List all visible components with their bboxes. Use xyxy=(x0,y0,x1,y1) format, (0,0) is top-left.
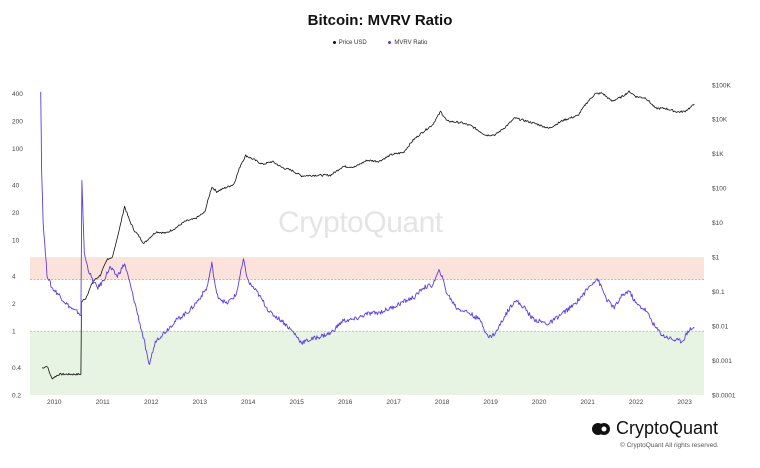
series-line-price xyxy=(41,90,695,380)
legend-label-mvrv: MVRV Ratio xyxy=(394,40,428,46)
x-tick-label: 2021 xyxy=(580,399,595,406)
y-left-tick-label: 1 xyxy=(12,329,16,336)
x-tick-label: 2010 xyxy=(47,399,62,406)
y-right-tick-label: $100K xyxy=(712,82,731,89)
y-left-tick-label: 100 xyxy=(12,146,23,153)
x-tick-label: 2011 xyxy=(96,399,110,406)
y-right-tick-label: $1 xyxy=(712,255,720,262)
y-right-tick-label: $100 xyxy=(712,186,727,193)
copyright-text: © CryptoQuant All rights reserved. xyxy=(620,442,719,449)
legend-dot-price-icon xyxy=(332,40,336,44)
zone-band-1 xyxy=(30,331,704,395)
x-tick-label: 2020 xyxy=(532,399,547,406)
legend-label-price: Price USD xyxy=(338,40,367,46)
cryptoquant-logo-icon xyxy=(592,422,610,435)
x-tick-label: 2013 xyxy=(192,399,207,406)
x-tick-label: 2012 xyxy=(144,399,159,406)
y-left-tick-label: 20 xyxy=(12,210,20,217)
y-left-tick-label: 400 xyxy=(12,91,23,98)
x-tick-label: 2014 xyxy=(241,399,256,406)
legend-item-price[interactable]: Price USD xyxy=(332,40,367,46)
brand-name: CryptoQuant xyxy=(616,418,719,438)
y-right-tick-label: $10K xyxy=(712,117,728,124)
legend: Price USD MVRV Ratio xyxy=(0,40,760,46)
y-left-tick-label: 0.2 xyxy=(12,392,21,399)
y-right-tick-label: $0.1 xyxy=(712,289,725,296)
watermark-text: CryptoQuant xyxy=(278,206,443,239)
y-right-tick-label: $10 xyxy=(712,220,723,227)
y-right-tick-label: $1K xyxy=(712,151,724,158)
legend-dot-mvrv-icon xyxy=(388,40,392,44)
y-left-tick-label: 4 xyxy=(12,274,16,281)
x-tick-label: 2023 xyxy=(677,399,692,406)
x-tick-label: 2016 xyxy=(338,399,353,406)
y-right-tick-label: $0.01 xyxy=(712,323,729,330)
zone-band-0 xyxy=(30,257,704,280)
y-left-tick-label: 200 xyxy=(12,119,23,126)
y-right-tick-label: $0.001 xyxy=(712,358,732,365)
x-tick-label: 2015 xyxy=(289,399,304,406)
y-left-tick-label: 10 xyxy=(12,237,20,244)
brand-logo: CryptoQuant xyxy=(591,418,718,439)
chart-title: Bitcoin: MVRV Ratio xyxy=(307,12,453,29)
series-line-mvrv xyxy=(40,91,695,365)
y-left-tick-label: 2 xyxy=(12,301,16,308)
y-right-tick-label: $0.0001 xyxy=(712,392,736,399)
y-left-tick-label: 40 xyxy=(12,182,20,189)
legend-item-mvrv[interactable]: MVRV Ratio xyxy=(388,40,427,46)
x-tick-label: 2019 xyxy=(483,399,498,406)
y-left-tick-label: 0.4 xyxy=(12,365,21,372)
x-tick-label: 2017 xyxy=(386,399,401,406)
x-tick-label: 2022 xyxy=(629,399,644,406)
x-tick-label: 2018 xyxy=(435,399,450,406)
